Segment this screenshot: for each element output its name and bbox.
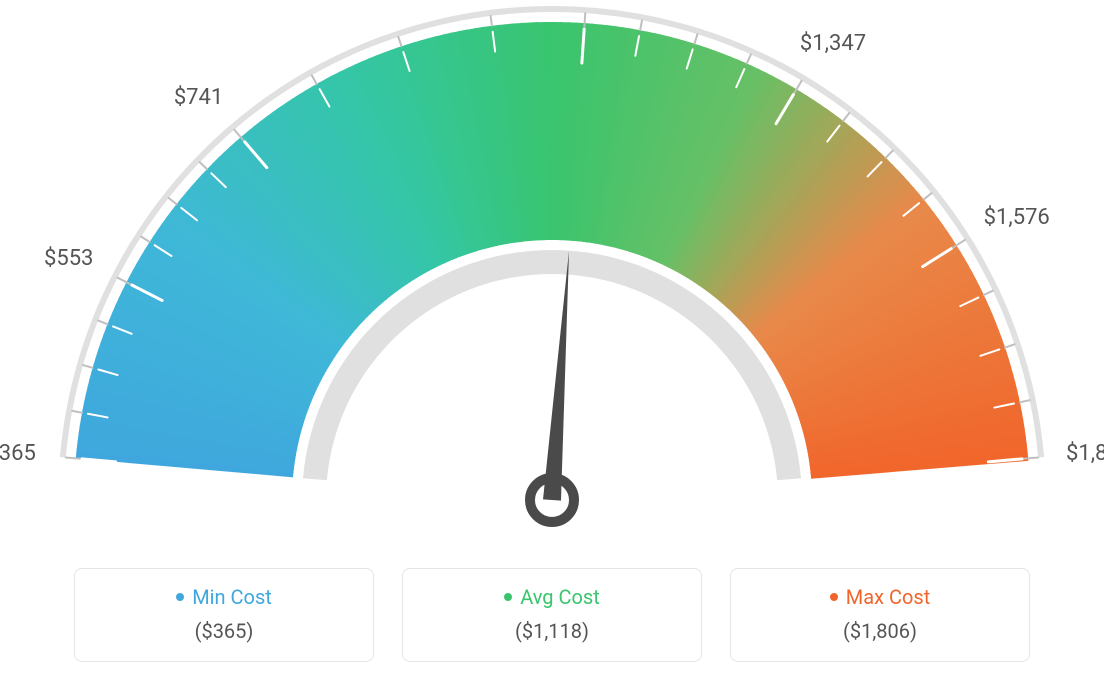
legend-dot-min bbox=[176, 593, 184, 601]
legend-label-min: Min Cost bbox=[192, 585, 272, 609]
legend-card-min: Min Cost ($365) bbox=[74, 568, 374, 662]
gauge-tick-label: $1,576 bbox=[984, 205, 1050, 230]
legend-card-max: Max Cost ($1,806) bbox=[730, 568, 1030, 662]
legend-value-avg: ($1,118) bbox=[403, 619, 701, 643]
gauge-tick-label: $365 bbox=[0, 441, 36, 466]
legend-dot-max bbox=[830, 593, 838, 601]
legend-label-avg: Avg Cost bbox=[520, 585, 600, 609]
gauge-tick-label: $553 bbox=[44, 246, 93, 271]
legend-title-min: Min Cost bbox=[176, 585, 272, 609]
legend-value-max: ($1,806) bbox=[731, 619, 1029, 643]
gauge-tick-label: $1,806 bbox=[1066, 441, 1104, 466]
gauge-svg bbox=[0, 0, 1104, 560]
legend-card-avg: Avg Cost ($1,118) bbox=[402, 568, 702, 662]
cost-gauge-chart: $365$553$741$1,118$1,347$1,576$1,806 bbox=[0, 0, 1104, 560]
legend-label-max: Max Cost bbox=[846, 585, 931, 609]
legend-value-min: ($365) bbox=[75, 619, 373, 643]
legend-dot-avg bbox=[504, 593, 512, 601]
legend-title-max: Max Cost bbox=[830, 585, 931, 609]
legend-title-avg: Avg Cost bbox=[504, 585, 600, 609]
gauge-tick-label: $1,347 bbox=[800, 31, 866, 56]
legend-row: Min Cost ($365) Avg Cost ($1,118) Max Co… bbox=[0, 568, 1104, 662]
gauge-tick-label: $741 bbox=[174, 85, 223, 110]
